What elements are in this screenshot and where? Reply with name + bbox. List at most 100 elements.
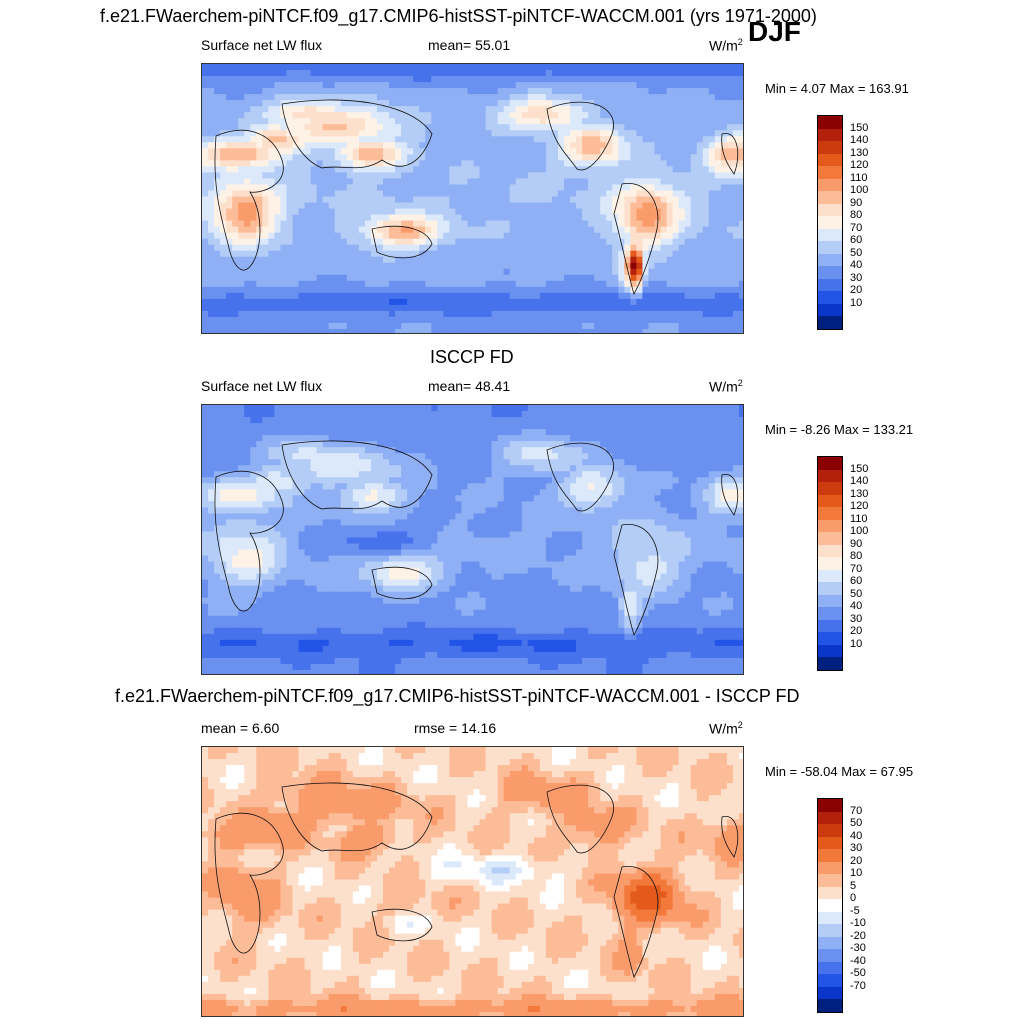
map-cell <box>479 435 487 442</box>
map-cell <box>383 304 390 312</box>
map-cell <box>304 453 312 460</box>
map-cell <box>389 298 396 306</box>
map-cell <box>473 268 481 276</box>
map-cell <box>202 118 209 125</box>
map-cell <box>497 202 505 210</box>
map-cell <box>624 154 631 161</box>
map-cell <box>636 196 644 204</box>
map-cell <box>714 274 722 282</box>
map-cell <box>383 88 390 95</box>
map-cell <box>684 64 692 71</box>
map-cell <box>738 423 743 430</box>
map-cell <box>250 310 257 318</box>
map-cell <box>539 280 547 288</box>
map-cell <box>606 142 613 149</box>
map-cell <box>346 100 354 107</box>
map-cell <box>648 136 656 143</box>
map-cell <box>660 441 668 448</box>
map-cell <box>678 256 686 264</box>
map-cell <box>407 64 414 71</box>
map-cell <box>618 274 625 282</box>
map-cell <box>316 274 324 282</box>
map-cell <box>358 124 366 131</box>
map-cell <box>437 405 444 412</box>
map-cell <box>334 184 342 192</box>
map-cell <box>678 238 686 246</box>
map-cell <box>738 106 743 113</box>
map-cell <box>564 190 571 198</box>
map-cell <box>304 310 312 318</box>
map-cell <box>352 130 360 137</box>
map-cell <box>636 304 644 312</box>
map-cell <box>431 118 438 125</box>
map-cell <box>467 298 475 306</box>
map-cell <box>612 82 619 89</box>
map-cell <box>262 405 269 412</box>
map-cell <box>726 172 734 180</box>
map-cell <box>244 70 251 77</box>
map-cell <box>286 328 294 333</box>
map-cell <box>292 142 300 149</box>
map-cell <box>262 190 269 198</box>
map-cell <box>503 178 511 186</box>
map-cell <box>708 298 716 306</box>
map-cell <box>533 190 541 198</box>
map-cell <box>413 405 420 412</box>
map-cell <box>401 316 408 324</box>
map-cell <box>726 124 734 131</box>
map-cell <box>370 423 378 430</box>
map-cell <box>636 316 644 324</box>
map-cell <box>527 405 535 412</box>
map-cell <box>262 322 269 330</box>
map-cell <box>636 423 644 430</box>
map-cell <box>419 154 426 161</box>
map-cell <box>539 441 547 448</box>
map-cell <box>202 411 209 418</box>
map-cell <box>612 106 619 113</box>
map-cell <box>226 298 233 306</box>
map-cell <box>322 166 330 173</box>
map-cell <box>636 82 644 89</box>
map-cell <box>244 196 251 204</box>
map-cell <box>473 286 481 294</box>
map-cell <box>714 166 722 173</box>
map-cell <box>684 208 692 216</box>
map-cell <box>582 88 589 95</box>
map-cell <box>539 232 547 240</box>
map-cell <box>449 417 456 424</box>
map-cell <box>268 124 275 131</box>
map-cell <box>732 190 740 198</box>
map-cell <box>545 106 553 113</box>
map-cell <box>732 142 740 149</box>
map-cell <box>395 148 402 155</box>
map-cell <box>521 447 529 454</box>
map-cell <box>238 106 245 113</box>
map-cell <box>696 310 704 318</box>
map-cell <box>214 435 221 442</box>
map-cell <box>262 423 269 430</box>
map-cell <box>322 435 330 442</box>
map-cell <box>732 184 740 192</box>
map-cell <box>618 100 625 107</box>
map-cell <box>479 256 487 264</box>
map-cell <box>395 106 402 113</box>
map-cell <box>660 70 668 77</box>
map-cell <box>678 130 686 137</box>
map-cell <box>304 304 312 312</box>
map-cell <box>630 238 637 246</box>
map-cell <box>672 405 680 412</box>
map-cell <box>370 70 378 77</box>
map-cell <box>642 100 650 107</box>
map-cell <box>497 459 505 466</box>
map-cell <box>479 328 487 333</box>
map-cell <box>630 154 637 161</box>
map-cell <box>352 417 360 424</box>
map-cell <box>702 178 710 186</box>
map-cell <box>666 429 674 436</box>
map-cell <box>389 112 396 119</box>
map-cell <box>684 106 692 113</box>
map-cell <box>340 202 348 210</box>
map-cell <box>250 208 257 216</box>
map-cell <box>618 292 625 300</box>
map-cell <box>654 94 662 101</box>
